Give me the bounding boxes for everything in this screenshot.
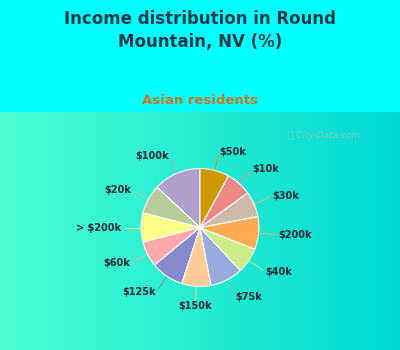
Text: ⓘ City-Data.com: ⓘ City-Data.com xyxy=(288,131,360,140)
Text: Income distribution in Round
Mountain, NV (%): Income distribution in Round Mountain, N… xyxy=(64,10,336,51)
Wedge shape xyxy=(200,176,248,228)
Text: $100k: $100k xyxy=(135,150,169,161)
Wedge shape xyxy=(200,193,258,228)
Text: $60k: $60k xyxy=(103,258,130,268)
Wedge shape xyxy=(200,228,240,285)
Text: $200k: $200k xyxy=(278,230,312,240)
Text: $50k: $50k xyxy=(220,147,246,156)
Wedge shape xyxy=(200,228,255,271)
Wedge shape xyxy=(141,213,200,242)
Wedge shape xyxy=(154,228,200,284)
Text: Asian residents: Asian residents xyxy=(142,94,258,107)
Text: $10k: $10k xyxy=(252,164,279,174)
Wedge shape xyxy=(143,187,200,228)
Text: $40k: $40k xyxy=(265,267,292,276)
Text: $125k: $125k xyxy=(122,287,156,298)
Wedge shape xyxy=(200,216,259,249)
Wedge shape xyxy=(200,169,228,228)
Text: $20k: $20k xyxy=(104,185,131,195)
Text: $150k: $150k xyxy=(178,301,212,311)
Text: $30k: $30k xyxy=(272,191,299,201)
Text: $75k: $75k xyxy=(236,292,262,302)
Wedge shape xyxy=(157,169,200,228)
Text: > $200k: > $200k xyxy=(76,223,122,232)
Wedge shape xyxy=(143,228,200,265)
Wedge shape xyxy=(182,228,211,286)
